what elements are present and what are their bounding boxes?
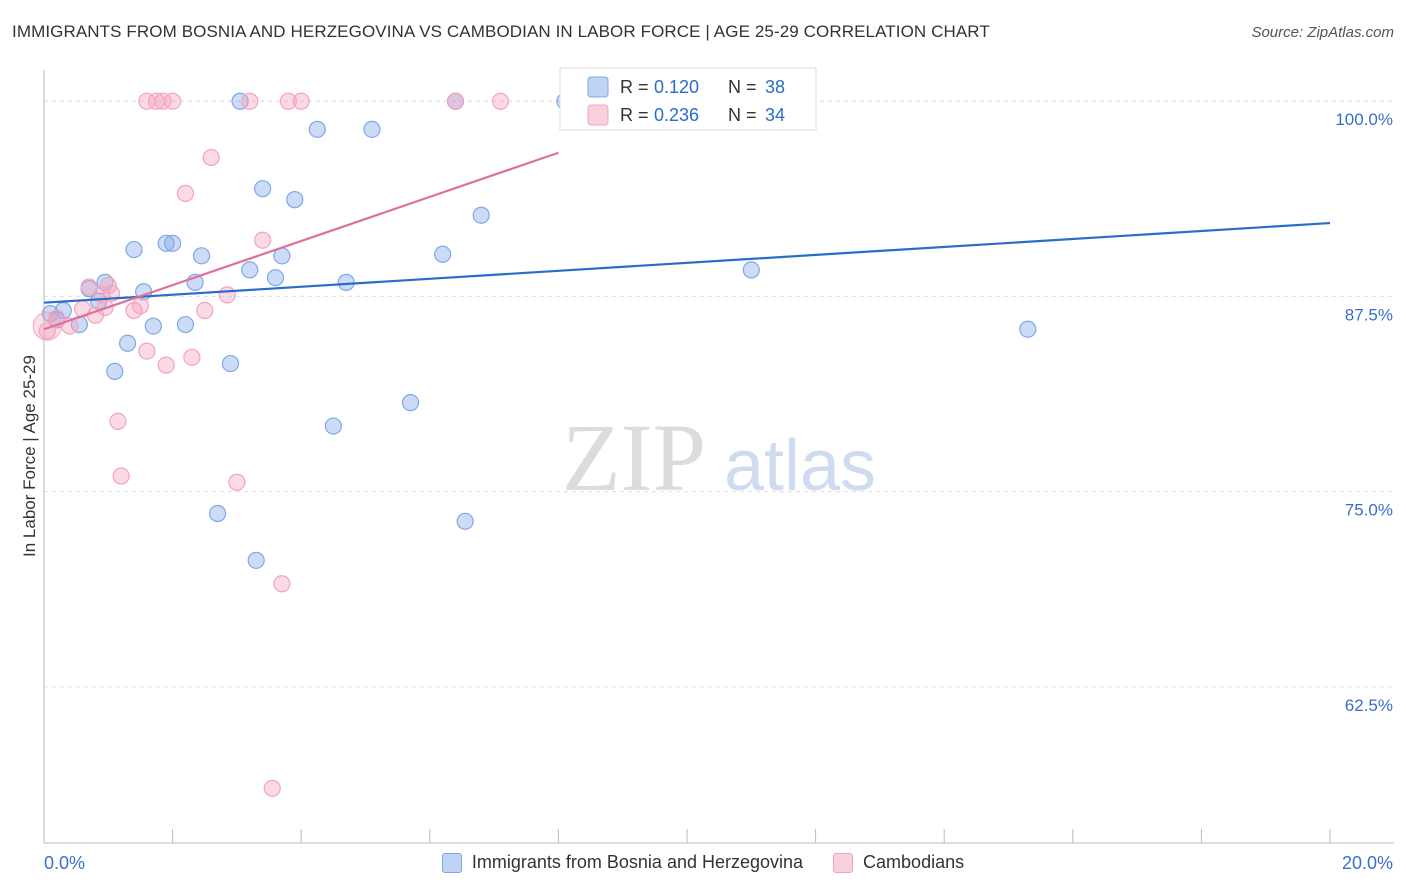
y-tick-label-1: 75.0% [1345,501,1393,520]
legend-n-value-0: 38 [765,77,785,97]
point-s0-11 [144,317,162,335]
point-s1-25 [254,231,272,249]
point-s1-16 [157,356,175,374]
point-s1-10 [112,467,130,485]
point-s1-27 [273,575,291,593]
legend-swatch-1 [587,104,609,126]
y-tick-label-2: 87.5% [1345,305,1393,324]
point-s0-31 [456,512,474,530]
point-s0-14 [176,315,195,334]
legend-label-bosnia: Immigrants from Bosnia and Herzegovina [471,852,804,872]
point-s0-23 [286,191,304,209]
trend-lines [43,151,1331,331]
trend-line-1 [43,151,559,331]
point-s1-13 [138,342,156,360]
point-s0-37 [247,551,265,569]
legend-n-value-1: 34 [765,105,785,125]
point-s0-32 [472,206,490,224]
data-points [32,92,1037,797]
point-s0-29 [434,245,452,263]
point-s0-35 [1019,320,1037,338]
legend-r-value-1: 0.236 [654,105,699,125]
point-s1-19 [183,348,201,366]
point-s1-23 [228,473,246,491]
legend-swatch-0 [587,76,609,98]
correlation-legend: R = 0.120 N = 38 R = 0.236 N = 34 [559,67,817,131]
y-axis-label: In Labor Force | Age 25-29 [20,355,39,557]
point-s0-17 [221,354,240,373]
point-s0-27 [363,120,381,138]
point-s1-22 [218,286,236,304]
point-s0-28 [401,394,420,412]
watermark-atlas: atlas [724,426,876,506]
point-s0-7 [106,362,124,380]
point-s0-19 [241,261,259,279]
y-tick-label-3: 100.0% [1335,110,1393,129]
point-s1-30 [446,92,465,110]
point-s0-26 [337,273,355,291]
point-s0-16 [192,247,211,265]
point-s0-18 [231,92,249,110]
legend-item-bosnia: Immigrants from Bosnia and Herzegovina [441,852,804,873]
grid-lines [44,100,1394,688]
point-s1-18 [176,184,195,202]
legend-label-cambodians: Cambodians [863,852,965,872]
point-s1-20 [196,301,214,320]
watermark: ZIP atlas [562,404,876,511]
legend-item-cambodians: Cambodians [833,852,964,873]
chart-title: IMMIGRANTS FROM BOSNIA AND HERZEGOVINA V… [12,22,990,41]
point-s1-29 [292,92,310,110]
point-s0-13 [164,234,182,252]
point-s1-21 [202,148,220,167]
x-tick-label-0: 0.0% [44,853,85,873]
point-s0-9 [125,240,143,259]
legend-swatch-bosnia [441,852,462,873]
point-s1-32 [138,92,156,110]
trend-line-0 [43,221,1331,304]
legend-r-label-1: R = [620,105,649,125]
point-cluster-cambodians [32,311,62,341]
point-s1-24 [241,92,259,110]
legend-r-label-0: R = [620,77,649,97]
watermark-zip: ZIP [562,404,706,511]
point-s0-21 [266,269,285,287]
point-s1-26 [263,779,281,797]
y-tick-labels: 62.5% 75.0% 87.5% 100.0% [1335,110,1393,715]
point-s0-8 [118,334,137,352]
point-s0-12 [157,234,175,252]
point-s0-24 [308,120,326,138]
legend-swatch-cambodians [833,852,854,873]
point-s1-4 [80,278,98,296]
point-s1-9 [109,412,127,430]
point-s0-25 [324,417,342,435]
legend-n-label-1: N = [728,105,757,125]
legend-n-label-0: N = [728,77,757,97]
source-credit: Source: ZipAtlas.com [1251,24,1394,41]
axes [43,70,1394,844]
y-tick-label-0: 62.5% [1345,696,1393,715]
x-tick-labels: 0.0% 20.0% [44,853,1393,873]
point-s0-36 [209,504,227,523]
point-s1-31 [491,92,510,110]
point-s1-17 [164,92,182,110]
x-tick-label-1: 20.0% [1342,853,1393,873]
legend-r-value-0: 0.120 [654,77,699,97]
point-s0-34 [742,261,760,279]
point-s1-12 [131,297,150,315]
point-s0-20 [254,180,272,198]
bottom-legend: Immigrants from Bosnia and Herzegovina C… [0,852,1406,873]
point-s1-28 [279,92,297,110]
